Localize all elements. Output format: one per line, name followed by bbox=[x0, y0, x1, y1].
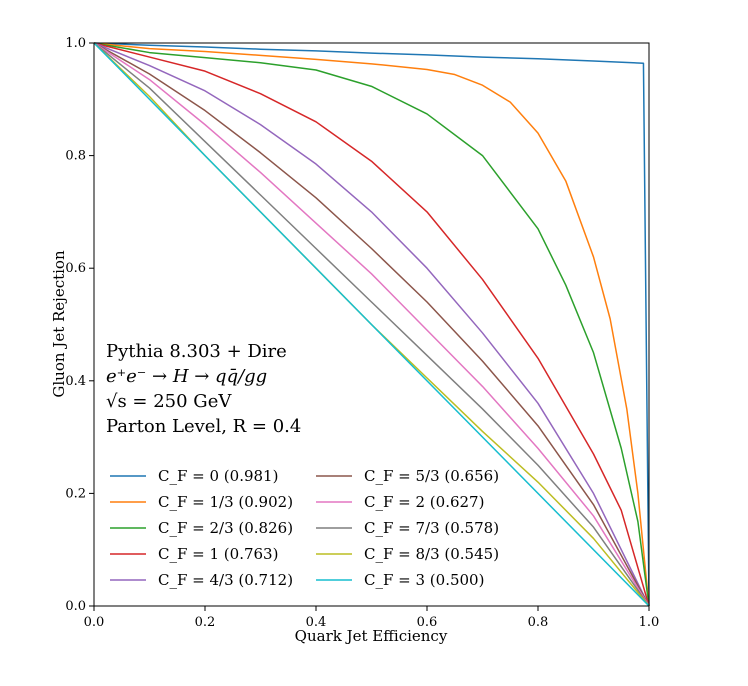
legend-label: C_F = 7/3 (0.578) bbox=[364, 519, 499, 537]
legend-label: C_F = 1 (0.763) bbox=[158, 545, 278, 563]
legend-label: C_F = 5/3 (0.656) bbox=[364, 467, 499, 485]
annotation-generator: Pythia 8.303 + Dire bbox=[106, 341, 287, 362]
legend-label: C_F = 2 (0.627) bbox=[364, 493, 484, 511]
ticks-layer: 0.0 0.2 0.4 0.6 0.8 1.0 0.0 0.2 0.4 0.6 0.8 1.0 bbox=[65, 36, 659, 630]
x-tick-label: 0.4 bbox=[306, 615, 327, 630]
x-axis-label: Quark Jet Efficiency bbox=[295, 627, 448, 645]
series-line-2 bbox=[93, 42, 650, 607]
series-line-5 bbox=[93, 42, 650, 607]
x-tick-label: 0.2 bbox=[195, 615, 216, 630]
y-tick-label: 1.0 bbox=[65, 36, 86, 51]
legend-label: C_F = 0 (0.981) bbox=[158, 467, 278, 485]
y-tick-label: 0.2 bbox=[65, 486, 86, 501]
x-tick-label: 1.0 bbox=[639, 615, 660, 630]
series-line-9 bbox=[93, 42, 650, 607]
series-line-3 bbox=[93, 42, 650, 607]
series-line-6 bbox=[93, 42, 650, 607]
x-tick-label: 0.8 bbox=[528, 615, 549, 630]
annotation-level: Parton Level, R = 0.4 bbox=[106, 416, 301, 437]
y-tick-label: 0.4 bbox=[65, 374, 86, 389]
annotation-process: e⁺e⁻ → H → qq̄/gg bbox=[106, 366, 267, 387]
series-line-0 bbox=[93, 42, 650, 607]
y-tick-label: 0.0 bbox=[65, 599, 86, 614]
plot-frame bbox=[93, 42, 650, 607]
series-line-1 bbox=[93, 42, 650, 607]
legend-label: C_F = 1/3 (0.902) bbox=[158, 493, 293, 511]
series-line-7 bbox=[93, 42, 650, 607]
y-axis-label: Gluon Jet Rejection bbox=[50, 250, 68, 398]
legend-label: C_F = 3 (0.500) bbox=[364, 571, 484, 589]
series-layer bbox=[93, 42, 650, 607]
legend-label: C_F = 8/3 (0.545) bbox=[364, 545, 499, 563]
x-tick-label: 0.6 bbox=[417, 615, 438, 630]
annotation-energy: √s = 250 GeV bbox=[106, 391, 232, 412]
y-tick-label: 0.8 bbox=[65, 149, 86, 164]
series-line-4 bbox=[93, 42, 650, 607]
x-tick-label: 0.0 bbox=[84, 615, 105, 630]
y-tick-label: 0.6 bbox=[65, 261, 86, 276]
legend-label: C_F = 4/3 (0.712) bbox=[158, 571, 293, 589]
legend-label: C_F = 2/3 (0.826) bbox=[158, 519, 293, 537]
legend: C_F = 0 (0.981) C_F = 1/3 (0.902) C_F = 2/… bbox=[110, 467, 499, 589]
